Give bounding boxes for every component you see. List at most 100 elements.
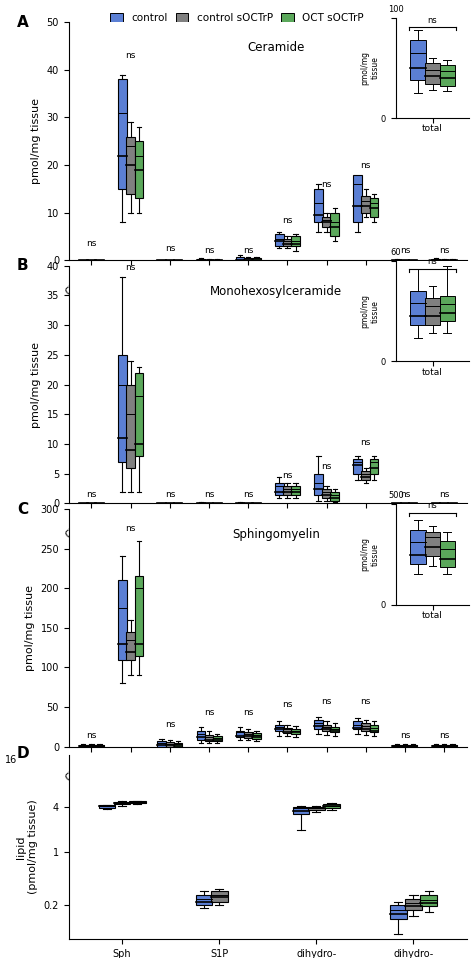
Text: 16: 16 — [5, 755, 17, 764]
Y-axis label: pmol/mg tissue: pmol/mg tissue — [31, 342, 41, 427]
Text: ns: ns — [439, 245, 449, 255]
Text: ns: ns — [164, 244, 175, 253]
Text: ns: ns — [282, 699, 292, 709]
Bar — [370, 459, 378, 474]
Bar — [283, 239, 292, 246]
Bar — [252, 259, 261, 261]
Bar — [330, 491, 339, 500]
Y-axis label: pmol/mg
tissue: pmol/mg tissue — [360, 294, 379, 328]
Bar — [439, 65, 455, 86]
Bar — [353, 721, 362, 729]
Y-axis label: lipid
(pmol/mg tissue): lipid (pmol/mg tissue) — [17, 800, 38, 894]
Bar — [114, 802, 130, 804]
X-axis label: acyl chain-length: acyl chain-length — [219, 789, 316, 799]
Text: ns: ns — [439, 731, 449, 741]
Text: B: B — [17, 259, 28, 273]
Bar — [129, 801, 146, 804]
Bar — [410, 530, 426, 564]
Bar — [135, 577, 143, 655]
Bar — [293, 808, 310, 814]
Text: ns: ns — [126, 524, 136, 533]
Bar — [197, 731, 205, 741]
Text: ns: ns — [321, 462, 332, 470]
Bar — [420, 895, 437, 906]
Bar — [244, 258, 253, 261]
Bar — [127, 137, 135, 194]
Text: A: A — [17, 15, 29, 31]
Bar — [99, 806, 115, 808]
Text: ns: ns — [164, 720, 175, 729]
Text: ns: ns — [428, 15, 438, 25]
Bar — [409, 745, 418, 746]
Bar — [275, 724, 283, 731]
Bar — [405, 899, 422, 910]
Text: ns: ns — [282, 216, 292, 224]
Bar — [330, 213, 339, 237]
Bar — [244, 733, 253, 738]
Bar — [236, 257, 244, 261]
Bar — [353, 174, 362, 222]
Bar — [275, 483, 283, 494]
Text: 500: 500 — [388, 491, 404, 500]
Text: ns: ns — [361, 161, 371, 170]
Bar — [432, 745, 440, 746]
Bar — [127, 631, 135, 659]
Bar — [157, 741, 166, 746]
Bar — [322, 489, 331, 497]
Text: ns: ns — [243, 708, 254, 717]
Text: ns: ns — [400, 731, 410, 741]
Bar — [211, 892, 228, 901]
Bar — [323, 804, 340, 808]
Bar — [448, 745, 456, 746]
Bar — [425, 298, 440, 325]
Text: ns: ns — [361, 696, 371, 705]
Text: ns: ns — [204, 490, 214, 499]
Bar — [410, 291, 426, 325]
Bar — [410, 39, 426, 80]
Bar — [213, 737, 221, 741]
Text: Sphingomyelin: Sphingomyelin — [232, 528, 319, 541]
Bar — [118, 354, 127, 462]
X-axis label: acyl chain-length: acyl chain-length — [219, 303, 316, 313]
Text: ns: ns — [126, 52, 136, 60]
Bar — [362, 470, 370, 480]
Bar — [314, 474, 323, 494]
Bar — [370, 724, 378, 733]
Y-axis label: pmol/mg
tissue: pmol/mg tissue — [360, 51, 379, 85]
Bar — [314, 719, 323, 729]
Y-axis label: pmol/mg
tissue: pmol/mg tissue — [360, 537, 379, 571]
Legend: control, control sOCTrP, OCT sOCTrP: control, control sOCTrP, OCT sOCTrP — [110, 13, 364, 23]
Bar — [283, 486, 292, 494]
X-axis label: acyl chain-length: acyl chain-length — [219, 546, 316, 556]
Text: 100: 100 — [388, 5, 404, 13]
Bar — [322, 217, 331, 227]
Bar — [275, 234, 283, 246]
Bar — [165, 742, 174, 746]
Text: ns: ns — [204, 246, 214, 256]
Text: ns: ns — [428, 501, 438, 510]
Bar — [330, 727, 339, 733]
Bar — [425, 63, 440, 84]
Text: ns: ns — [243, 245, 254, 255]
Bar — [425, 533, 440, 557]
Text: ns: ns — [86, 240, 97, 248]
Text: ns: ns — [400, 490, 410, 499]
Bar — [440, 745, 448, 746]
Bar — [79, 745, 88, 746]
Bar — [292, 729, 300, 734]
Bar — [308, 807, 325, 810]
Bar — [197, 259, 205, 261]
Text: ns: ns — [439, 490, 449, 499]
Text: D: D — [17, 745, 29, 761]
Bar — [205, 735, 213, 741]
Bar — [127, 384, 135, 468]
Text: ns: ns — [126, 262, 136, 271]
Text: ns: ns — [243, 490, 254, 499]
Bar — [362, 196, 370, 213]
Text: ns: ns — [86, 731, 97, 741]
Bar — [118, 80, 127, 189]
Text: ns: ns — [321, 180, 332, 189]
Text: ns: ns — [321, 696, 332, 705]
Text: 60: 60 — [391, 248, 401, 257]
Text: Ceramide: Ceramide — [247, 41, 304, 55]
